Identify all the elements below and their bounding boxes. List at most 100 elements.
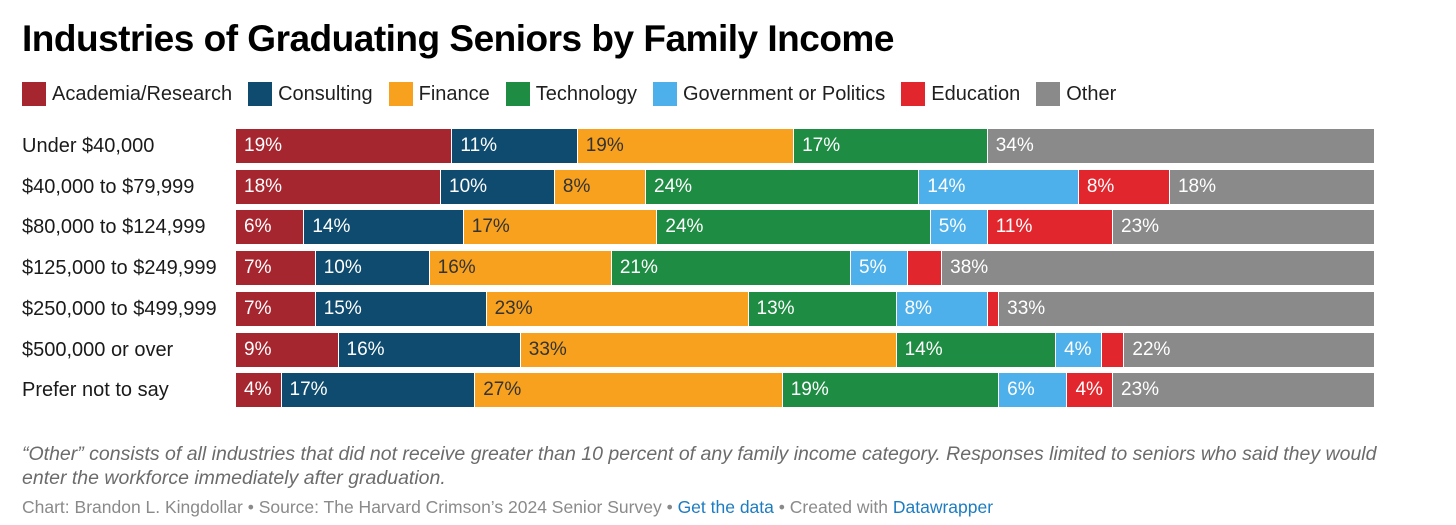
bar-segment-other: 23% xyxy=(1113,210,1375,245)
bar-segment-education xyxy=(908,251,943,286)
data-label: 23% xyxy=(1121,379,1160,401)
bar-segment-technology: 13% xyxy=(748,291,897,326)
data-label: 11% xyxy=(995,216,1033,238)
legend-swatch xyxy=(901,82,926,106)
data-label: 14% xyxy=(904,338,943,360)
bar-segment-technology: 19% xyxy=(782,373,1000,408)
legend-item-consulting: Consulting xyxy=(248,82,373,106)
data-label: 19% xyxy=(790,379,829,401)
bar-segment-government-or-politics: 4% xyxy=(1056,332,1102,367)
bar-segment-other: 38% xyxy=(942,251,1375,286)
legend-label: Consulting xyxy=(278,82,373,105)
legend-label: Finance xyxy=(418,82,490,105)
category-label: $125,000 to $249,999 xyxy=(22,257,217,280)
data-label: 24% xyxy=(654,175,693,197)
data-label: 17% xyxy=(471,216,510,238)
legend-swatch xyxy=(652,82,677,106)
data-label: 33% xyxy=(1007,297,1046,319)
data-label: 17% xyxy=(802,135,841,156)
data-label: 27% xyxy=(483,379,522,401)
bar-segment-other: 23% xyxy=(1113,373,1375,408)
category-label: Prefer not to say xyxy=(22,379,169,402)
bar-segment-government-or-politics: 8% xyxy=(896,291,988,326)
bar-segment-academia-research: 6% xyxy=(236,210,305,245)
bar-segment-academia-research: 9% xyxy=(236,332,339,367)
bar-segment-consulting: 10% xyxy=(441,169,555,204)
legend-swatch xyxy=(1036,82,1061,106)
bar-segment-consulting: 11% xyxy=(452,129,578,163)
chart-source: Source: The Harvard Crimson’s 2024 Senio… xyxy=(258,497,662,517)
category-label: $250,000 to $499,999 xyxy=(22,297,217,320)
bar-segment-consulting: 14% xyxy=(304,210,464,245)
separator: • xyxy=(242,497,259,517)
legend-swatch xyxy=(22,82,46,106)
legend-swatch xyxy=(505,82,530,106)
bar-segment-government-or-politics: 6% xyxy=(999,373,1068,408)
bar-segment-technology: 24% xyxy=(657,210,931,245)
data-label: 33% xyxy=(528,338,567,360)
data-label: 14% xyxy=(312,216,351,238)
data-label: 8% xyxy=(562,175,591,197)
data-label: 24% xyxy=(665,216,704,238)
bar-segment-education xyxy=(987,291,1000,326)
bar-segment-academia-research: 4% xyxy=(236,373,282,408)
bar-segment-other: 33% xyxy=(999,291,1375,326)
data-label: 38% xyxy=(950,257,989,279)
chart-credit: Chart: Brandon L. Kingdollar • Source: T… xyxy=(22,497,993,518)
chart-title: Industries of Graduating Seniors by Fami… xyxy=(22,18,894,59)
bar-segment-consulting: 16% xyxy=(338,332,521,367)
bar-segment-technology: 24% xyxy=(646,169,920,204)
bar-segment-other: 22% xyxy=(1124,332,1375,367)
bar-segment-finance: 19% xyxy=(577,129,795,163)
bar-segment-technology: 21% xyxy=(611,251,852,286)
data-label: 23% xyxy=(1121,216,1160,238)
get-the-data-link[interactable]: Get the data xyxy=(677,497,774,517)
legend-label: Government or Politics xyxy=(682,82,886,105)
data-label: 5% xyxy=(938,216,967,238)
legend-label: Education xyxy=(931,82,1021,105)
bar-segment-other: 34% xyxy=(987,129,1375,163)
legend-swatch xyxy=(248,82,273,106)
bar-segment-government-or-politics: 5% xyxy=(930,210,988,245)
data-label: 21% xyxy=(619,257,658,279)
bar-segment-finance: 8% xyxy=(554,169,647,204)
data-label: 22% xyxy=(1132,338,1171,360)
bar-segment-consulting: 17% xyxy=(281,373,476,408)
data-label: 8% xyxy=(904,297,933,319)
bar-segment-academia-research: 18% xyxy=(236,169,442,204)
data-label: 7% xyxy=(244,297,272,319)
bar-segment-education: 11% xyxy=(987,210,1114,245)
bar-segment-other: 18% xyxy=(1169,169,1375,204)
data-label: 4% xyxy=(1075,379,1103,401)
bar-segment-finance: 16% xyxy=(429,251,612,286)
legend-item-finance: Finance xyxy=(388,82,490,106)
data-label: 17% xyxy=(289,379,328,401)
bar-segment-education: 8% xyxy=(1078,169,1170,204)
category-label: Under $40,000 xyxy=(22,135,155,157)
category-label: $40,000 to $79,999 xyxy=(22,175,195,198)
bar-segment-consulting: 15% xyxy=(315,291,487,326)
legend-swatch xyxy=(388,82,413,106)
data-label: 19% xyxy=(244,135,283,156)
data-label: 4% xyxy=(244,379,272,401)
data-label: 5% xyxy=(859,257,887,279)
bar-segment-academia-research: 19% xyxy=(236,129,453,163)
data-label: 19% xyxy=(585,135,624,156)
data-label: 23% xyxy=(494,297,533,319)
data-label: 6% xyxy=(244,216,272,238)
legend-item-other: Other xyxy=(1036,82,1116,106)
legend-label: Academia/Research xyxy=(52,82,233,105)
data-label: 10% xyxy=(449,175,488,197)
chart-note: “Other” consists of all industries that … xyxy=(22,443,1377,489)
separator: • xyxy=(661,497,678,517)
created-with-label: Created with xyxy=(789,497,893,517)
data-label: 11% xyxy=(460,135,498,156)
chart-author: Chart: Brandon L. Kingdollar xyxy=(22,497,243,517)
bar-segment-finance: 33% xyxy=(520,332,897,367)
category-label: $500,000 or over xyxy=(22,338,174,361)
datawrapper-link[interactable]: Datawrapper xyxy=(892,497,994,517)
data-label: 8% xyxy=(1086,175,1115,197)
data-label: 16% xyxy=(346,338,385,360)
legend: Academia/Research Consulting Finance Techno… xyxy=(22,82,1132,106)
data-label: 16% xyxy=(437,257,476,279)
